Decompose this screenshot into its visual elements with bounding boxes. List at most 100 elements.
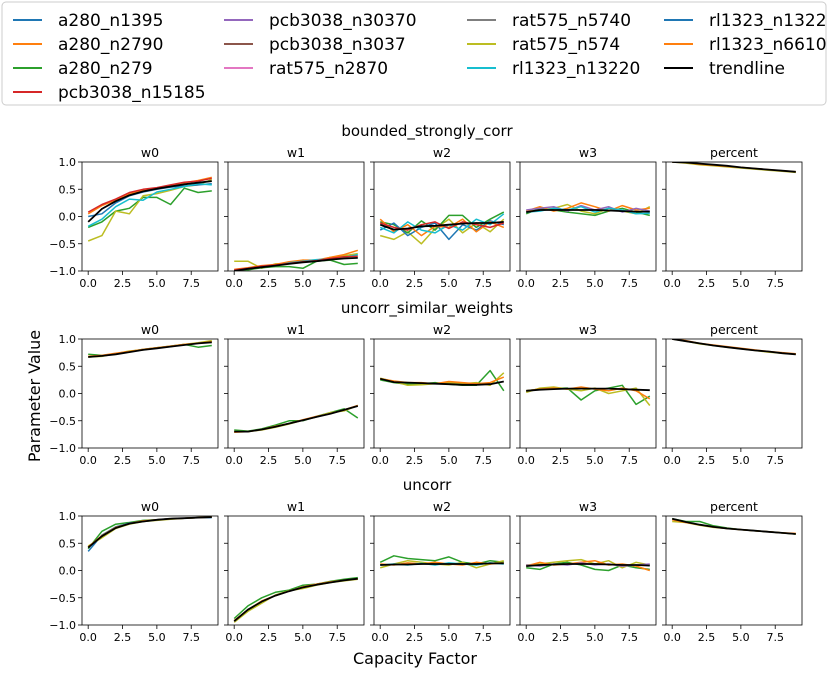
- x-tick-label: 5.0: [440, 454, 458, 467]
- x-tick-label: 5.0: [586, 631, 604, 644]
- series-a280_n279: [233, 576, 358, 620]
- series-trendline: [379, 377, 504, 386]
- x-tick-label: 0.0: [663, 631, 681, 644]
- y-tick-label: −1.0: [49, 442, 76, 455]
- legend-entry-a280_n1395: a280_n1395: [13, 11, 163, 31]
- series-lines: [671, 517, 796, 535]
- panel-w2: w2 0.0 2.5 5.0 7.5: [370, 322, 511, 467]
- legend-entry-rat575_n574: rat575_n574: [467, 35, 620, 55]
- panel-title: w1: [287, 145, 305, 160]
- legend-label: a280_n279: [58, 59, 153, 79]
- panel-title: w3: [579, 322, 597, 337]
- legend-entry-rat575_n2870: rat575_n2870: [224, 59, 388, 79]
- x-tick-label: 0.0: [663, 454, 681, 467]
- legend-entry-rl1323_n1322: rl1323_n1322: [664, 11, 827, 31]
- legend-entry-pcb3038_n15185: pcb3038_n15185: [13, 83, 206, 103]
- x-tick-label: 7.5: [328, 454, 346, 467]
- series-a280_n2790: [525, 202, 650, 212]
- x-tick-label: 2.5: [260, 631, 278, 644]
- x-tick-label: 0.0: [79, 454, 97, 467]
- x-tick-label: 7.5: [328, 277, 346, 290]
- x-tick-label: 7.5: [474, 631, 492, 644]
- subplot-groups: bounded_strongly_corr w0 0.0 2.5 5.0 7.5 1.0 0.…: [49, 122, 803, 644]
- legend-label: rl1323_n1322: [709, 11, 827, 31]
- group-title: uncorr_similar_weights: [341, 299, 513, 318]
- panel-frame: [665, 161, 803, 272]
- panel-percent: percent 0.0 2.5 5.0 7.5: [662, 322, 803, 467]
- legend-entry-pcb3038_n3037: pcb3038_n3037: [224, 35, 406, 55]
- x-tick-label: 5.0: [148, 277, 166, 290]
- panel-w1: w1 0.0 2.5 5.0 7.5: [224, 145, 365, 290]
- panel-percent: percent 0.0 2.5 5.0 7.5: [662, 499, 803, 644]
- series-pcb3038_n15185: [87, 177, 212, 213]
- series-trendline: [672, 162, 796, 173]
- series-a280_n279: [379, 555, 504, 565]
- y-tick-label: 1.0: [59, 510, 77, 523]
- series-lines: [234, 249, 359, 271]
- y-tick-label: −1.0: [49, 619, 76, 632]
- x-tick-label: 7.5: [182, 454, 200, 467]
- series-trendline: [87, 516, 212, 549]
- group-title: bounded_strongly_corr: [341, 122, 513, 141]
- panel-w3: w3 0.0 2.5 5.0 7.5: [516, 322, 657, 467]
- group-uncorr: uncorr w0 0.0 2.5 5.0 7.5 1.0 0.5 0.0 −0.5 −1.0 w1 0…: [49, 476, 803, 644]
- x-tick-label: 7.5: [474, 454, 492, 467]
- x-tick-label: 7.5: [620, 631, 638, 644]
- panel-title: w2: [433, 322, 451, 337]
- x-tick-label: 2.5: [114, 277, 132, 290]
- series-lines: [234, 404, 359, 433]
- panel-title: w1: [287, 322, 305, 337]
- x-tick-label: 7.5: [766, 631, 784, 644]
- y-tick-label: −0.5: [49, 592, 76, 605]
- series-a280_n2790: [233, 577, 358, 622]
- panel-frame: [81, 515, 219, 626]
- series-trendline: [234, 257, 358, 271]
- legend-label: a280_n1395: [58, 11, 163, 31]
- series-trendline: [526, 563, 650, 567]
- x-tick-label: 0.0: [517, 631, 535, 644]
- series-trendline: [234, 405, 359, 433]
- series-lines: [525, 558, 651, 572]
- x-tick-label: 5.0: [732, 277, 750, 290]
- legend-label: rl1323_n13220: [512, 59, 640, 79]
- x-tick-label: 2.5: [406, 631, 424, 644]
- y-tick-label: −0.5: [49, 415, 76, 428]
- x-tick-label: 0.0: [371, 631, 389, 644]
- panel-w0: w0 0.0 2.5 5.0 7.5 1.0 0.5 0.0 −0.5 −1.0: [49, 499, 219, 644]
- series-lines: [379, 369, 505, 392]
- x-tick-label: 5.0: [294, 277, 312, 290]
- y-tick-label: 0.0: [59, 388, 77, 401]
- legend-label: rat575_n574: [512, 35, 620, 55]
- series-trendline: [380, 562, 504, 566]
- series-trendline: [672, 339, 796, 356]
- x-tick-label: 5.0: [148, 631, 166, 644]
- panel-w3: w3 0.0 2.5 5.0 7.5: [516, 499, 657, 644]
- x-tick-label: 0.0: [371, 277, 389, 290]
- series-trendline: [526, 209, 650, 213]
- legend-entry-trendline: trendline: [664, 59, 785, 79]
- panel-title: w3: [579, 145, 597, 160]
- y-axis-label: Parameter Value: [25, 330, 44, 462]
- x-tick-label: 5.0: [148, 454, 166, 467]
- series-lines: [87, 516, 212, 552]
- panel-frame: [519, 338, 657, 449]
- panel-frame: [373, 161, 511, 272]
- series-lines: [88, 339, 212, 358]
- panel-title: w2: [433, 499, 451, 514]
- y-tick-label: 0.5: [59, 537, 77, 550]
- x-tick-label: 2.5: [406, 277, 424, 290]
- legend-frame: [1, 1, 827, 106]
- x-tick-label: 5.0: [586, 454, 604, 467]
- legend-label: a280_n2790: [58, 35, 163, 55]
- x-tick-label: 2.5: [114, 631, 132, 644]
- x-tick-label: 7.5: [620, 277, 638, 290]
- x-tick-label: 2.5: [114, 454, 132, 467]
- x-tick-label: 0.0: [663, 277, 681, 290]
- panel-title: w2: [433, 145, 451, 160]
- x-tick-label: 5.0: [586, 277, 604, 290]
- series-lines: [525, 202, 651, 217]
- x-tick-label: 0.0: [371, 454, 389, 467]
- panel-w0: w0 0.0 2.5 5.0 7.5 1.0 0.5 0.0 −0.5 −1.0: [49, 145, 219, 290]
- x-tick-label: 2.5: [260, 277, 278, 290]
- panel-title: w0: [141, 322, 159, 337]
